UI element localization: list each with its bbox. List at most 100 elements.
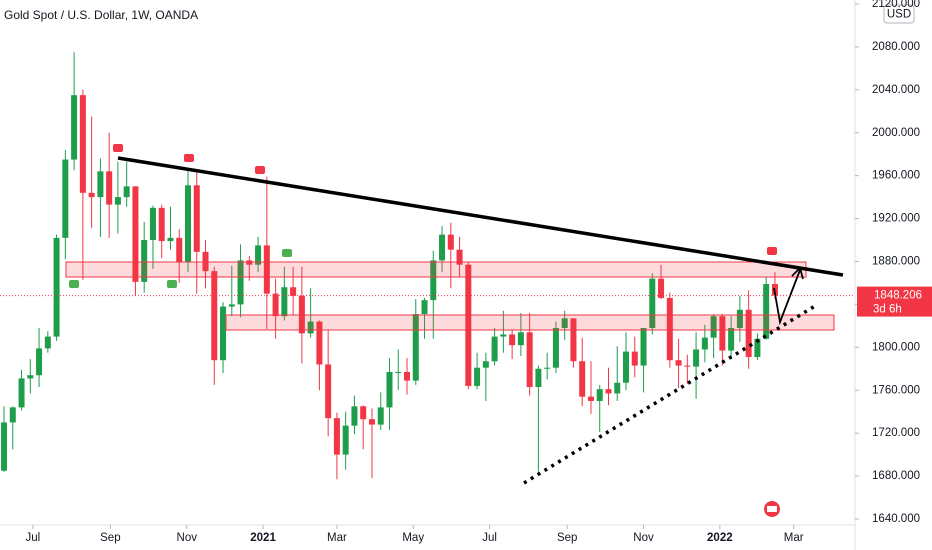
icon	[113, 144, 123, 152]
candle-body	[421, 300, 428, 315]
candle-body	[404, 371, 411, 381]
x-tick-label: Jul	[25, 532, 40, 544]
thumbs-up-icons	[69, 249, 292, 288]
candle-body	[44, 336, 51, 349]
x-tick-label: Mar	[784, 532, 804, 544]
candle-body	[351, 406, 358, 426]
y-tick-label: 2080.000	[872, 41, 920, 53]
candle-body	[97, 171, 104, 198]
icon	[282, 249, 292, 257]
countdown: 3d 6h	[873, 304, 902, 316]
candle-body	[106, 171, 113, 205]
y-tick-label: 1880.000	[872, 256, 920, 268]
candle-body	[745, 309, 752, 357]
last-price-label: 1848.206	[874, 290, 922, 302]
candle-body	[342, 425, 349, 455]
x-tick-label: Sep	[557, 532, 577, 544]
candle-body	[631, 351, 638, 366]
candle-body	[544, 367, 551, 369]
icon	[167, 280, 177, 288]
candle-body	[36, 348, 43, 376]
arrow-head	[791, 266, 804, 280]
candle-body	[701, 337, 708, 350]
candle-body	[465, 264, 472, 386]
x-tick-label: Jul	[482, 532, 497, 544]
candle-body	[754, 338, 761, 357]
candle-body	[710, 316, 717, 338]
plot	[1, 52, 778, 480]
y-tick-label: 1720.000	[872, 427, 920, 439]
candle-body	[482, 361, 489, 368]
candle-body	[649, 278, 656, 329]
candle-body	[728, 328, 735, 351]
candle-body	[474, 367, 481, 386]
candle-body	[290, 287, 297, 296]
candle-body	[605, 389, 612, 394]
candle-body	[675, 360, 682, 366]
y-tick-label: 2040.000	[872, 84, 920, 96]
candle-body	[579, 361, 586, 397]
event-icon-flag	[767, 506, 777, 512]
candle-body	[71, 95, 78, 160]
candle-body	[141, 240, 148, 282]
candle-body	[658, 278, 665, 298]
candle-body	[491, 336, 498, 362]
icon	[184, 154, 194, 162]
candle-body	[500, 334, 507, 337]
candle-body	[614, 382, 621, 394]
candle-body	[333, 418, 340, 455]
icon	[69, 280, 79, 288]
icon	[767, 247, 777, 255]
projection-arrow	[773, 269, 801, 326]
x-tick-label: Sep	[100, 532, 120, 544]
y-tick-label: 1920.000	[872, 213, 920, 225]
candle-body	[587, 396, 594, 401]
candle-body	[509, 334, 516, 346]
chart-title: Gold Spot / U.S. Dollar, 1W, OANDA	[4, 8, 198, 22]
candle-body	[526, 332, 533, 388]
candle-body	[412, 314, 419, 381]
candle-body	[439, 234, 446, 261]
candle-body	[149, 207, 156, 241]
candle-body	[517, 332, 524, 346]
y-tick-label: 2120.000	[872, 0, 920, 10]
candle-body	[263, 245, 270, 294]
candle-body	[1, 422, 8, 471]
candle-body	[535, 368, 542, 388]
candle-body	[202, 251, 209, 272]
candle-body	[456, 249, 463, 265]
candle-body	[719, 316, 726, 351]
candle-body	[272, 293, 279, 317]
candle-body	[228, 304, 235, 307]
candle-body	[62, 159, 69, 238]
candle-body	[184, 185, 191, 263]
currency-box[interactable]	[883, 4, 915, 24]
candle-body	[395, 371, 402, 373]
candle-body	[623, 351, 630, 383]
candle-body	[666, 297, 673, 361]
candle-body	[684, 365, 691, 367]
currency: USD	[887, 9, 911, 21]
candle-body	[88, 192, 95, 198]
y-tick-label: 1680.000	[872, 470, 920, 482]
support-zone	[225, 314, 835, 331]
y-tick-label: 1760.000	[872, 384, 920, 396]
candle-body	[640, 328, 647, 366]
candle-body	[220, 306, 227, 361]
candle-body	[368, 419, 375, 425]
candle-body	[386, 371, 393, 408]
candle-body	[255, 245, 262, 265]
y-tick-label: 2000.000	[872, 127, 920, 139]
y-tick-label: 1960.000	[872, 170, 920, 182]
x-tick-label: Mar	[327, 532, 347, 544]
candle-body	[27, 375, 34, 379]
candle-body	[570, 318, 577, 362]
trendline	[117, 156, 844, 277]
candle-body	[211, 271, 218, 361]
candle-body	[132, 186, 139, 282]
candle-body	[9, 407, 16, 423]
last-price-box	[857, 286, 932, 317]
dotted-trendline	[523, 304, 816, 485]
candle-body	[307, 321, 314, 334]
